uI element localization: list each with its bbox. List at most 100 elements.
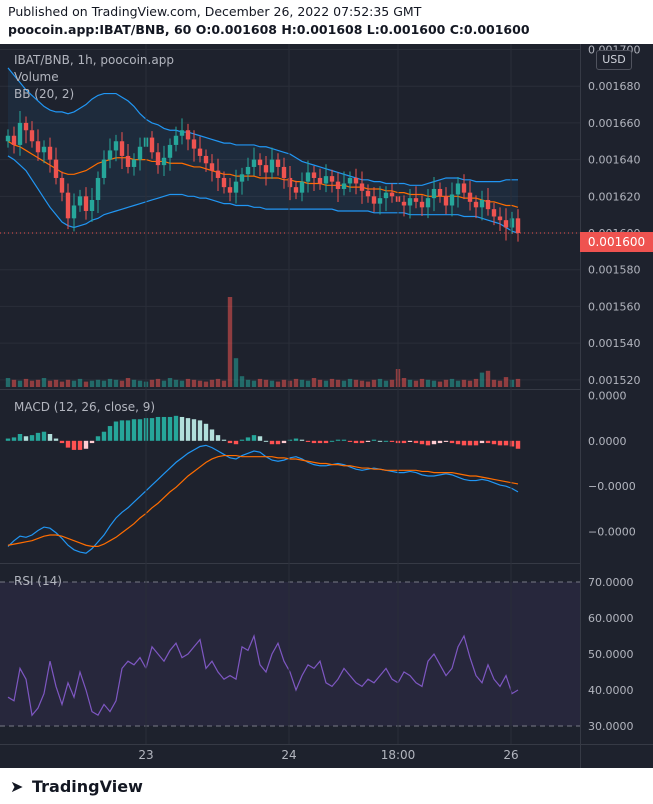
macd-histogram-bar [167, 416, 173, 441]
macd-tick-label: 0.0000 [588, 389, 627, 402]
candle-body [11, 135, 17, 145]
candle-body [317, 177, 323, 184]
candle-body [53, 159, 59, 178]
volume-bar [269, 380, 275, 387]
volume-bar [437, 381, 443, 387]
macd-histogram-bar [329, 440, 335, 442]
candle-body [257, 159, 263, 166]
macd-histogram-bar [275, 440, 281, 445]
macd-histogram-bar [131, 419, 137, 441]
macd-histogram-bar [341, 439, 347, 441]
candle-body [341, 183, 347, 189]
volume-bar [113, 379, 119, 387]
candle-body [161, 157, 167, 166]
macd-histogram-bar [245, 437, 251, 441]
macd-histogram-bar [287, 439, 293, 441]
macd-histogram-bar [239, 439, 245, 441]
macd-histogram-bar [125, 420, 131, 441]
candle-body [179, 130, 185, 136]
volume-bar [35, 379, 41, 387]
bb-lower-line [7, 155, 519, 234]
macd-histogram-bar [203, 423, 209, 441]
candle-body [353, 177, 359, 184]
price-tick-label: 0.001520 [588, 374, 641, 387]
candle-body [47, 146, 53, 160]
macd-histogram-bar [221, 439, 227, 441]
volume-bar [455, 380, 461, 387]
macd-histogram-bar [29, 435, 35, 441]
volume-bar [407, 379, 413, 387]
time-tick-label: 18:00 [381, 748, 416, 762]
volume-bar [65, 379, 71, 387]
macd-histogram-bar [479, 440, 485, 444]
volume-bar [275, 381, 281, 387]
candle-body [455, 183, 461, 195]
volume-bar [479, 372, 485, 387]
macd-histogram-bar [431, 440, 437, 445]
candle-body [113, 141, 119, 151]
candle-body [41, 146, 47, 153]
candle-body [437, 188, 443, 197]
volume-bar [239, 376, 245, 387]
candle-body [203, 155, 209, 164]
time-tick-label: 23 [138, 748, 153, 762]
macd-histogram-bar [425, 440, 431, 446]
volume-bar [167, 378, 173, 387]
macd-histogram-bar [515, 440, 521, 449]
macd-histogram-bar [365, 440, 371, 442]
macd-histogram-bar [263, 440, 269, 442]
candle-body [221, 177, 227, 188]
candle-body [473, 201, 479, 208]
macd-histogram-bar [485, 440, 491, 444]
volume-bar [413, 380, 419, 387]
volume-bar [389, 379, 395, 387]
brand-text: TradingView [32, 777, 143, 796]
candle-body [77, 196, 83, 206]
volume-bar [179, 380, 185, 387]
candle-body [515, 218, 521, 234]
volume-bar [431, 380, 437, 387]
candle-body [503, 220, 509, 228]
macd-histogram-bar [53, 438, 59, 441]
volume-bar [323, 380, 329, 387]
candle-body [233, 181, 239, 193]
macd-histogram-bar [419, 440, 425, 445]
rsi-tick-label: 50.0000 [588, 648, 634, 661]
volume-bar [83, 381, 89, 387]
volume-bar [341, 380, 347, 387]
candle-body [149, 137, 155, 153]
volume-bar [335, 379, 341, 387]
macd-histogram-bar [59, 440, 65, 444]
volume-bar [209, 379, 215, 387]
logo-mark-icon: ➤ [10, 777, 24, 796]
macd-histogram-bar [155, 416, 161, 441]
volume-bar [383, 380, 389, 387]
tradingview-logo[interactable]: ➤ TradingView [10, 777, 143, 796]
volume-bar [365, 381, 371, 387]
macd-histogram-bar [323, 440, 329, 444]
volume-bar [173, 379, 179, 387]
candle-body [59, 177, 65, 193]
candle-body [365, 190, 371, 197]
macd-histogram-bar [497, 440, 503, 446]
legend-rsi: RSI (14) [14, 574, 62, 588]
candle-body [155, 152, 161, 166]
candle-body [71, 205, 77, 219]
candle-body [239, 174, 245, 182]
volume-bar [371, 379, 377, 387]
candle-body [131, 159, 137, 167]
macd-tick-label: 0.0000 [588, 435, 627, 448]
candle-body [95, 177, 101, 200]
candle-body [479, 199, 485, 208]
candle-body [191, 139, 197, 149]
volume-bar [59, 381, 65, 387]
currency-button[interactable]: USD [596, 50, 632, 70]
volume-bar [461, 379, 467, 387]
macd-histogram-bar [347, 440, 353, 442]
candle-body [323, 176, 329, 184]
volume-bar [71, 380, 77, 387]
macd-histogram-bar [251, 435, 257, 441]
volume-bar [449, 378, 455, 387]
chart-area[interactable]: 0.0017000.0016800.0016600.0016400.001620… [0, 44, 653, 768]
chart-svg: 0.0017000.0016800.0016600.0016400.001620… [0, 44, 653, 768]
